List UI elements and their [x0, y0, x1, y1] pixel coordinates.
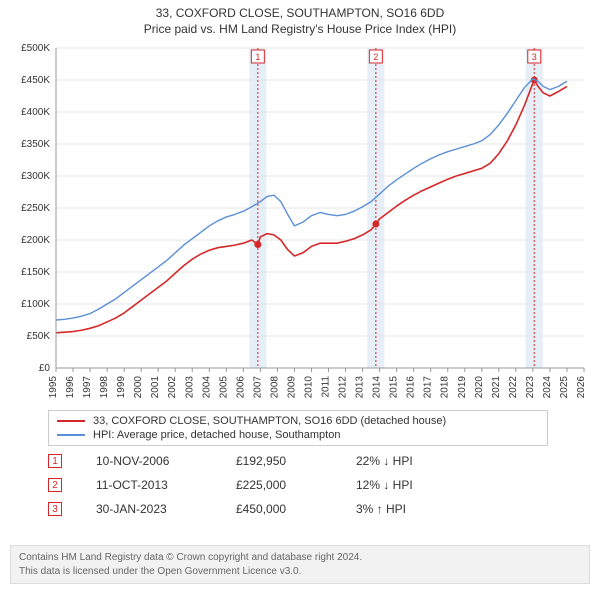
svg-text:1: 1 — [255, 52, 260, 62]
svg-text:2018: 2018 — [440, 376, 451, 399]
svg-text:£0: £0 — [39, 363, 51, 374]
svg-text:2016: 2016 — [406, 376, 417, 399]
svg-text:2011: 2011 — [321, 376, 332, 398]
svg-text:2026: 2026 — [576, 376, 587, 399]
svg-text:£250K: £250K — [21, 203, 50, 214]
svg-text:£400K: £400K — [21, 107, 50, 118]
svg-text:1998: 1998 — [99, 376, 110, 399]
sale-row: 3 30-JAN-2023£450,0003% ↑ HPI — [48, 502, 548, 516]
svg-text:2025: 2025 — [559, 376, 570, 399]
page: 33, COXFORD CLOSE, SOUTHAMPTON, SO16 6DD… — [0, 0, 600, 590]
svg-text:£50K: £50K — [27, 331, 51, 342]
sales-table: 1 10-NOV-2006£192,95022% ↓ HPI 2 11-OCT-201… — [48, 454, 548, 526]
svg-text:2000: 2000 — [133, 376, 144, 399]
svg-text:2015: 2015 — [389, 376, 400, 399]
svg-text:£100K: £100K — [21, 299, 50, 310]
sale-price: £225,000 — [236, 478, 356, 492]
svg-text:1999: 1999 — [116, 376, 127, 399]
svg-text:2: 2 — [373, 52, 378, 62]
svg-text:2019: 2019 — [457, 376, 468, 399]
legend-item: HPI: Average price, detached house, Sout… — [57, 429, 539, 441]
svg-text:£200K: £200K — [21, 235, 50, 246]
svg-text:2009: 2009 — [286, 376, 297, 399]
sale-delta: 12% ↓ HPI — [356, 478, 466, 492]
svg-text:£350K: £350K — [21, 139, 50, 150]
sale-price: £450,000 — [236, 502, 356, 516]
legend-item: 33, COXFORD CLOSE, SOUTHAMPTON, SO16 6DD… — [57, 415, 539, 427]
sale-row: 1 10-NOV-2006£192,95022% ↓ HPI — [48, 454, 548, 468]
svg-text:1995: 1995 — [48, 376, 59, 399]
attribution-footer: Contains HM Land Registry data © Crown c… — [10, 545, 590, 584]
legend: 33, COXFORD CLOSE, SOUTHAMPTON, SO16 6DD… — [48, 410, 548, 446]
sale-delta: 22% ↓ HPI — [356, 454, 466, 468]
sale-marker: 3 — [48, 502, 62, 516]
legend-swatch — [57, 434, 85, 436]
svg-text:1997: 1997 — [82, 376, 93, 399]
attribution-line: This data is licensed under the Open Gov… — [19, 565, 581, 579]
title-subtitle: Price paid vs. HM Land Registry's House … — [0, 22, 600, 36]
legend-swatch — [57, 420, 85, 422]
svg-text:2020: 2020 — [474, 376, 485, 399]
svg-text:3: 3 — [532, 52, 537, 62]
chart: £0 £50K £100K £150K £200K £250K £300K £350K £400… — [10, 42, 590, 402]
svg-text:2008: 2008 — [269, 376, 280, 399]
attribution-line: Contains HM Land Registry data © Crown c… — [19, 551, 581, 565]
svg-text:2010: 2010 — [303, 376, 314, 399]
svg-text:1996: 1996 — [65, 376, 76, 399]
sale-date: 11-OCT-2013 — [96, 478, 236, 492]
svg-text:2023: 2023 — [525, 376, 536, 399]
sale-row: 2 11-OCT-2013£225,00012% ↓ HPI — [48, 478, 548, 492]
sale-marker: 2 — [48, 478, 62, 492]
svg-text:2021: 2021 — [491, 376, 502, 399]
svg-text:£500K: £500K — [21, 43, 50, 54]
svg-text:£300K: £300K — [21, 171, 50, 182]
svg-text:2012: 2012 — [338, 376, 349, 399]
svg-text:£150K: £150K — [21, 267, 50, 278]
svg-text:2005: 2005 — [218, 376, 229, 399]
svg-text:2014: 2014 — [372, 376, 383, 399]
svg-text:2006: 2006 — [235, 376, 246, 399]
svg-text:2017: 2017 — [423, 376, 434, 399]
svg-text:2024: 2024 — [542, 376, 553, 399]
legend-label: 33, COXFORD CLOSE, SOUTHAMPTON, SO16 6DD… — [93, 415, 446, 427]
svg-text:2003: 2003 — [184, 376, 195, 399]
svg-text:2004: 2004 — [201, 376, 212, 399]
svg-text:£450K: £450K — [21, 75, 50, 86]
sale-date: 10-NOV-2006 — [96, 454, 236, 468]
chart-titles: 33, COXFORD CLOSE, SOUTHAMPTON, SO16 6DD… — [0, 0, 600, 36]
svg-text:2007: 2007 — [252, 376, 263, 399]
sale-marker: 1 — [48, 454, 62, 468]
svg-text:2013: 2013 — [355, 376, 366, 399]
title-address: 33, COXFORD CLOSE, SOUTHAMPTON, SO16 6DD — [0, 6, 600, 20]
svg-text:2002: 2002 — [167, 376, 178, 399]
sale-date: 30-JAN-2023 — [96, 502, 236, 516]
sale-price: £192,950 — [236, 454, 356, 468]
chart-svg: £0 £50K £100K £150K £200K £250K £300K £350K £400… — [10, 42, 590, 402]
svg-text:2022: 2022 — [508, 376, 519, 399]
legend-label: HPI: Average price, detached house, Sout… — [93, 429, 340, 441]
svg-text:2001: 2001 — [150, 376, 161, 399]
sale-delta: 3% ↑ HPI — [356, 502, 466, 516]
